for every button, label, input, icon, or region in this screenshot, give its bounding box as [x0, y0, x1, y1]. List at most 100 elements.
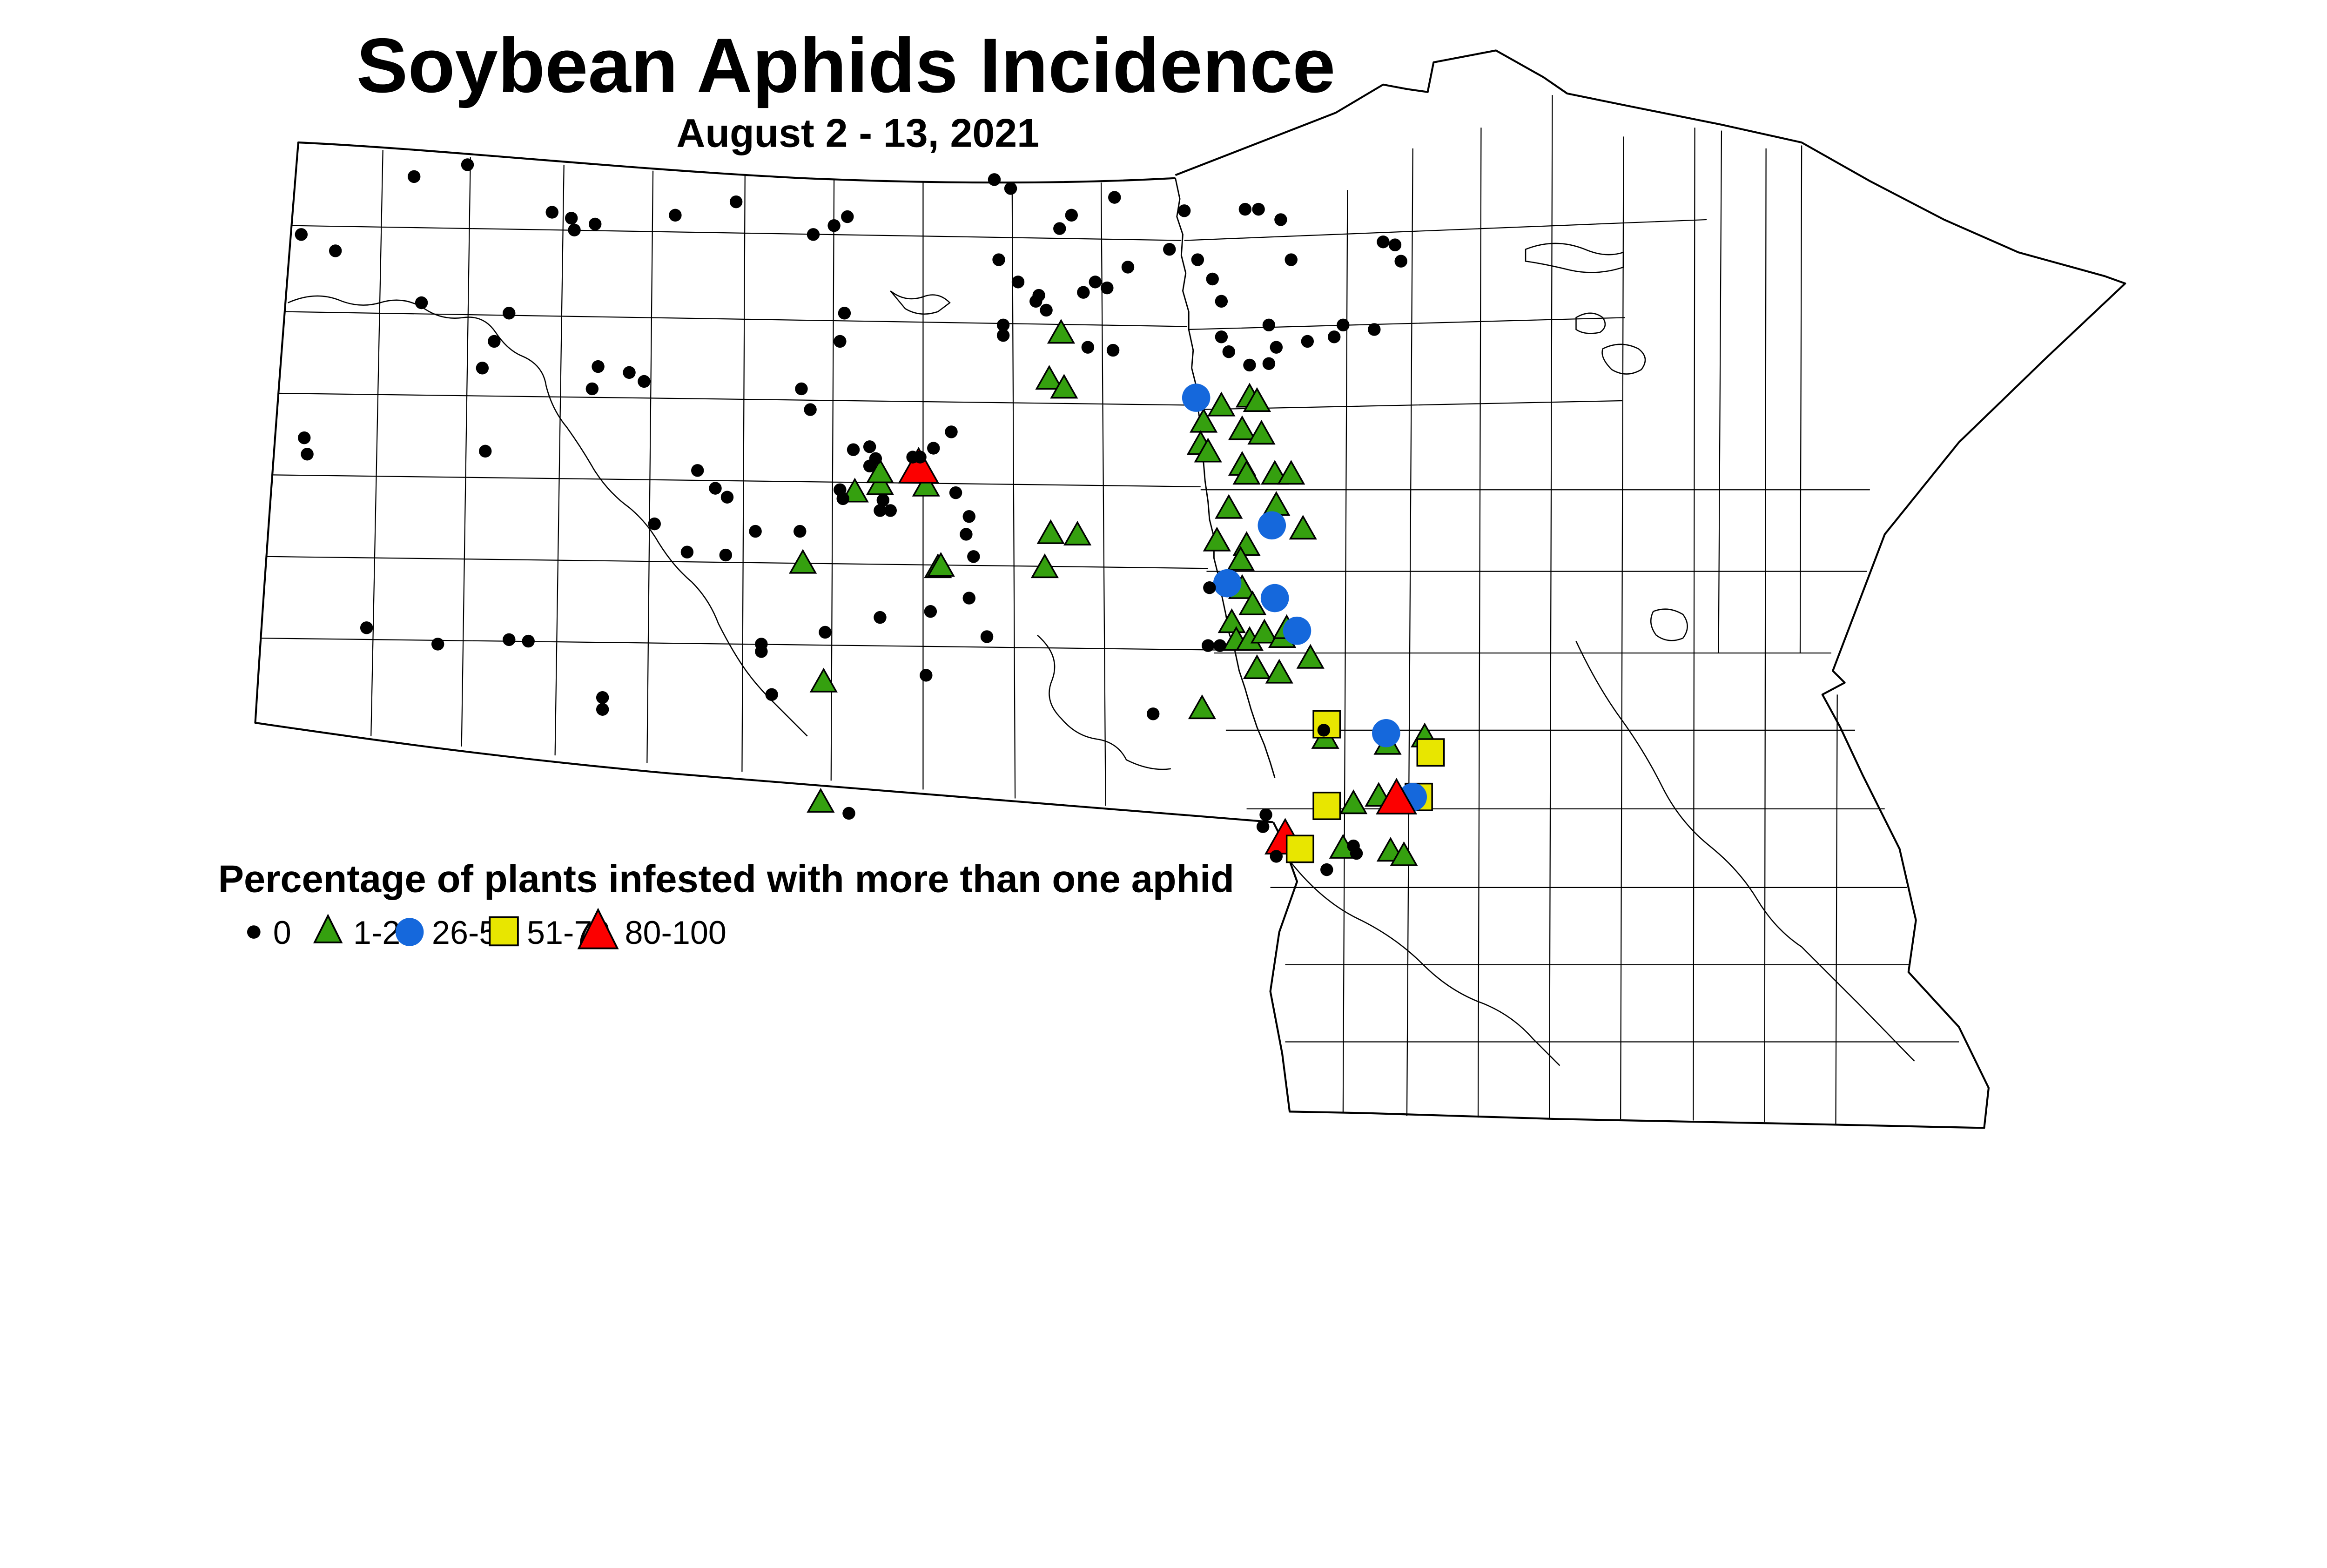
marker-triangle-1-25: [1217, 608, 1246, 633]
marker-dot-0: [1108, 191, 1121, 204]
marker-dot-0: [1201, 639, 1215, 652]
marker-dot-0: [691, 464, 704, 477]
marker-dot-0: [407, 170, 421, 183]
marker-dot-0: [592, 360, 605, 373]
marker-triangle-1-25: [1228, 415, 1257, 440]
mississippi-river: [1575, 641, 1915, 1062]
marker-dot-0: [1350, 847, 1363, 860]
aphid-incidence-map: Soybean Aphids Incidence August 2 - 13, …: [218, 22, 2126, 1129]
legend-triangle-large-icon: [577, 908, 619, 949]
marker-dot-0: [884, 504, 897, 517]
legend: Percentage of plants infested with more …: [218, 857, 1234, 951]
marker-dot-0: [1377, 236, 1390, 249]
marker-triangle-1-25: [912, 471, 940, 497]
marker-dot-0: [962, 592, 975, 605]
marker-dot-0: [1191, 253, 1204, 266]
marker-dot-0: [1004, 182, 1017, 195]
marker-dot-0: [1368, 323, 1381, 336]
marker-dot-0: [924, 605, 937, 618]
marker-dot-0: [836, 492, 849, 505]
marker-dot-0: [996, 329, 1010, 342]
mille-lacs-lake: [1650, 608, 1688, 641]
marker-triangle-1-25: [1243, 654, 1271, 680]
markers-80-100-top: [1376, 778, 1418, 814]
marker-dot-0: [1327, 330, 1341, 343]
marker-circle-26-50: [1182, 384, 1211, 412]
marker-dot-0: [1177, 204, 1191, 217]
marker-dot-0: [1270, 850, 1283, 863]
marker-triangle-1-25: [1194, 437, 1222, 463]
marker-circle-26-50: [1260, 584, 1289, 612]
marker-dot-0: [719, 548, 733, 562]
marker-triangle-1-25: [927, 552, 955, 577]
marker-triangle-1-25: [1243, 387, 1271, 412]
marker-dot-0: [415, 296, 428, 310]
marker-dot-0: [1388, 238, 1402, 251]
marker-dot-0: [863, 459, 876, 472]
marker-dot-0: [301, 448, 314, 461]
marker-dot-0: [1222, 345, 1236, 358]
marker-dot-0: [585, 382, 599, 396]
marker-dot-0: [1065, 209, 1078, 222]
marker-dot-0: [1270, 341, 1283, 354]
red-lake: [1525, 242, 1624, 273]
marker-dot-0: [1394, 255, 1407, 268]
marker-dot-0: [988, 173, 1001, 186]
marker-circle-26-50: [1283, 616, 1311, 645]
nd-county-grid: [261, 150, 1220, 806]
page-title: Soybean Aphids Incidence: [356, 23, 1336, 109]
marker-dot-0: [804, 403, 817, 416]
marker-dot-0: [1320, 863, 1333, 876]
marker-triangle-1-25: [1047, 319, 1076, 344]
marker-dot-0: [795, 382, 808, 396]
marker-dot-0: [1203, 581, 1216, 594]
marker-triangle-1-25: [1232, 460, 1261, 485]
marker-dot-0: [638, 375, 651, 388]
marker-dot-0: [1101, 281, 1114, 295]
devils-lake: [890, 290, 951, 315]
marker-circle-26-50: [1213, 569, 1242, 598]
marker-dot-0: [503, 307, 516, 320]
marker-triangle-1-25: [1250, 619, 1278, 644]
marker-triangle-80-100: [1376, 778, 1418, 814]
marker-triangle-1-25: [1203, 526, 1231, 552]
marker-triangle-1-25: [1215, 494, 1243, 519]
marker-dot-0: [669, 209, 682, 222]
marker-dot-0: [863, 440, 876, 453]
marker-dot-0: [749, 525, 762, 538]
marker-dot-0: [360, 621, 373, 634]
marker-dot-0: [992, 253, 1005, 266]
marker-dot-0: [596, 703, 609, 716]
markers-1-25: [789, 319, 1439, 866]
marker-triangle-80-100: [898, 447, 940, 484]
marker-dot-0: [980, 630, 994, 643]
marker-dot-0: [503, 633, 516, 646]
marker-dot-0: [1106, 343, 1120, 357]
legend-label-0: 0: [273, 914, 291, 951]
marker-triangle-1-25: [1277, 460, 1305, 485]
marker-square-51-79: [1416, 738, 1445, 767]
marker-dot-0: [1163, 243, 1176, 256]
marker-dot-0: [765, 688, 778, 701]
sheyenne-river: [1037, 634, 1171, 770]
marker-dot-0: [960, 528, 973, 541]
marker-dot-0: [648, 517, 661, 531]
marker-dot-0: [1089, 276, 1102, 289]
marker-dot-0: [488, 335, 501, 348]
legend-label-80-100: 80-100: [625, 914, 726, 951]
marker-dot-0: [709, 482, 722, 495]
marker-dot-0: [819, 626, 832, 639]
markers-80-100-under: [898, 447, 1306, 855]
marker-triangle-1-25: [1262, 491, 1291, 516]
marker-dot-0: [1337, 318, 1350, 332]
marker-dot-0: [461, 158, 474, 171]
marker-dot-0: [596, 691, 609, 704]
marker-dot-0: [1206, 272, 1219, 286]
marker-dot-0: [1040, 303, 1053, 317]
marker-dot-0: [545, 206, 558, 219]
marker-triangle-1-25: [866, 458, 894, 484]
marker-dot-0: [1243, 358, 1256, 372]
marker-circle-26-50: [1372, 719, 1400, 747]
marker-dot-0: [874, 504, 887, 517]
markers-zero: [295, 158, 1407, 876]
